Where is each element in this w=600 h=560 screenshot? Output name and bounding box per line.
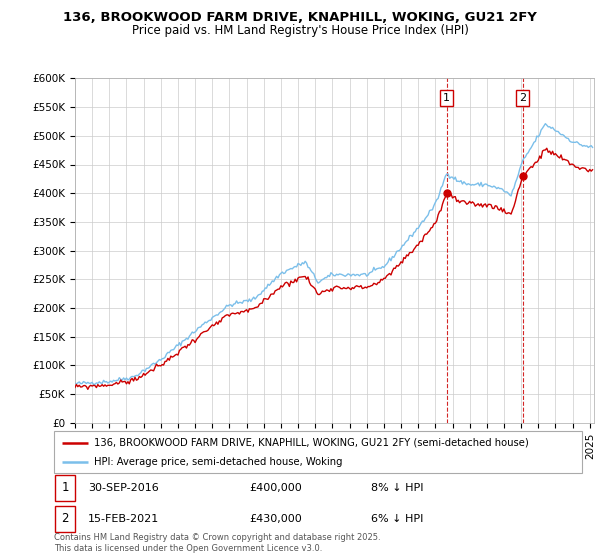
Text: Contains HM Land Registry data © Crown copyright and database right 2025.
This d: Contains HM Land Registry data © Crown c… <box>54 533 380 553</box>
Text: 1: 1 <box>443 93 450 102</box>
FancyBboxPatch shape <box>55 506 75 533</box>
Text: 2: 2 <box>519 93 526 102</box>
Text: 15-FEB-2021: 15-FEB-2021 <box>88 514 160 524</box>
Text: 136, BROOKWOOD FARM DRIVE, KNAPHILL, WOKING, GU21 2FY (semi-detached house): 136, BROOKWOOD FARM DRIVE, KNAPHILL, WOK… <box>94 437 529 447</box>
Text: £400,000: £400,000 <box>250 483 302 493</box>
Text: 8% ↓ HPI: 8% ↓ HPI <box>371 483 424 493</box>
Text: 1: 1 <box>61 482 69 494</box>
Text: 2: 2 <box>61 512 69 525</box>
Text: 136, BROOKWOOD FARM DRIVE, KNAPHILL, WOKING, GU21 2FY: 136, BROOKWOOD FARM DRIVE, KNAPHILL, WOK… <box>63 11 537 24</box>
Text: 30-SEP-2016: 30-SEP-2016 <box>88 483 159 493</box>
FancyBboxPatch shape <box>54 431 582 473</box>
Text: £430,000: £430,000 <box>250 514 302 524</box>
FancyBboxPatch shape <box>55 474 75 501</box>
Text: HPI: Average price, semi-detached house, Woking: HPI: Average price, semi-detached house,… <box>94 457 342 467</box>
Text: Price paid vs. HM Land Registry's House Price Index (HPI): Price paid vs. HM Land Registry's House … <box>131 24 469 36</box>
Text: 6% ↓ HPI: 6% ↓ HPI <box>371 514 423 524</box>
